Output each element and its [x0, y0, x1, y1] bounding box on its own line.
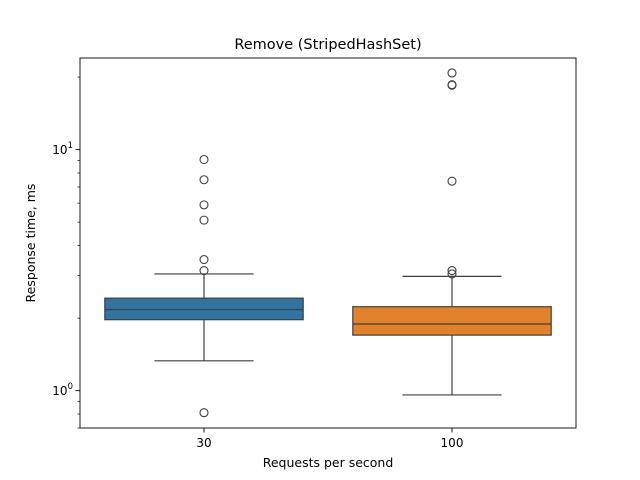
outlier-point [447, 80, 457, 90]
outlier-point [199, 215, 209, 225]
outlier-point [199, 266, 209, 276]
plot-frame [79, 57, 577, 429]
outlier-point [199, 175, 209, 185]
y-tick-label: 101 [52, 141, 73, 157]
x-tick-label-30: 30 [196, 436, 211, 450]
y-axis-label: Response time, ms [23, 184, 38, 303]
x-tick-label-100: 100 [441, 436, 464, 450]
axes-layer: 30 100 100 101 [52, 76, 464, 450]
outlier-point [447, 266, 457, 276]
box-30 [104, 297, 304, 321]
outlier-point [447, 176, 457, 186]
outlier-point [447, 269, 457, 279]
outlier-point [199, 254, 209, 265]
y-tick-label: 100 [52, 382, 73, 398]
box-group-100 [352, 68, 552, 396]
outlier-point [199, 154, 209, 165]
box-100 [352, 306, 552, 336]
box-group-30 [104, 154, 304, 418]
outlier-point [447, 68, 457, 78]
outlier-point [199, 408, 209, 418]
plot-area [80, 58, 576, 428]
outlier-point [199, 200, 209, 210]
boxes-layer [104, 68, 552, 418]
chart-title: Remove (StripedHashSet) [234, 37, 421, 53]
x-axis-label: Requests per second [263, 455, 394, 470]
